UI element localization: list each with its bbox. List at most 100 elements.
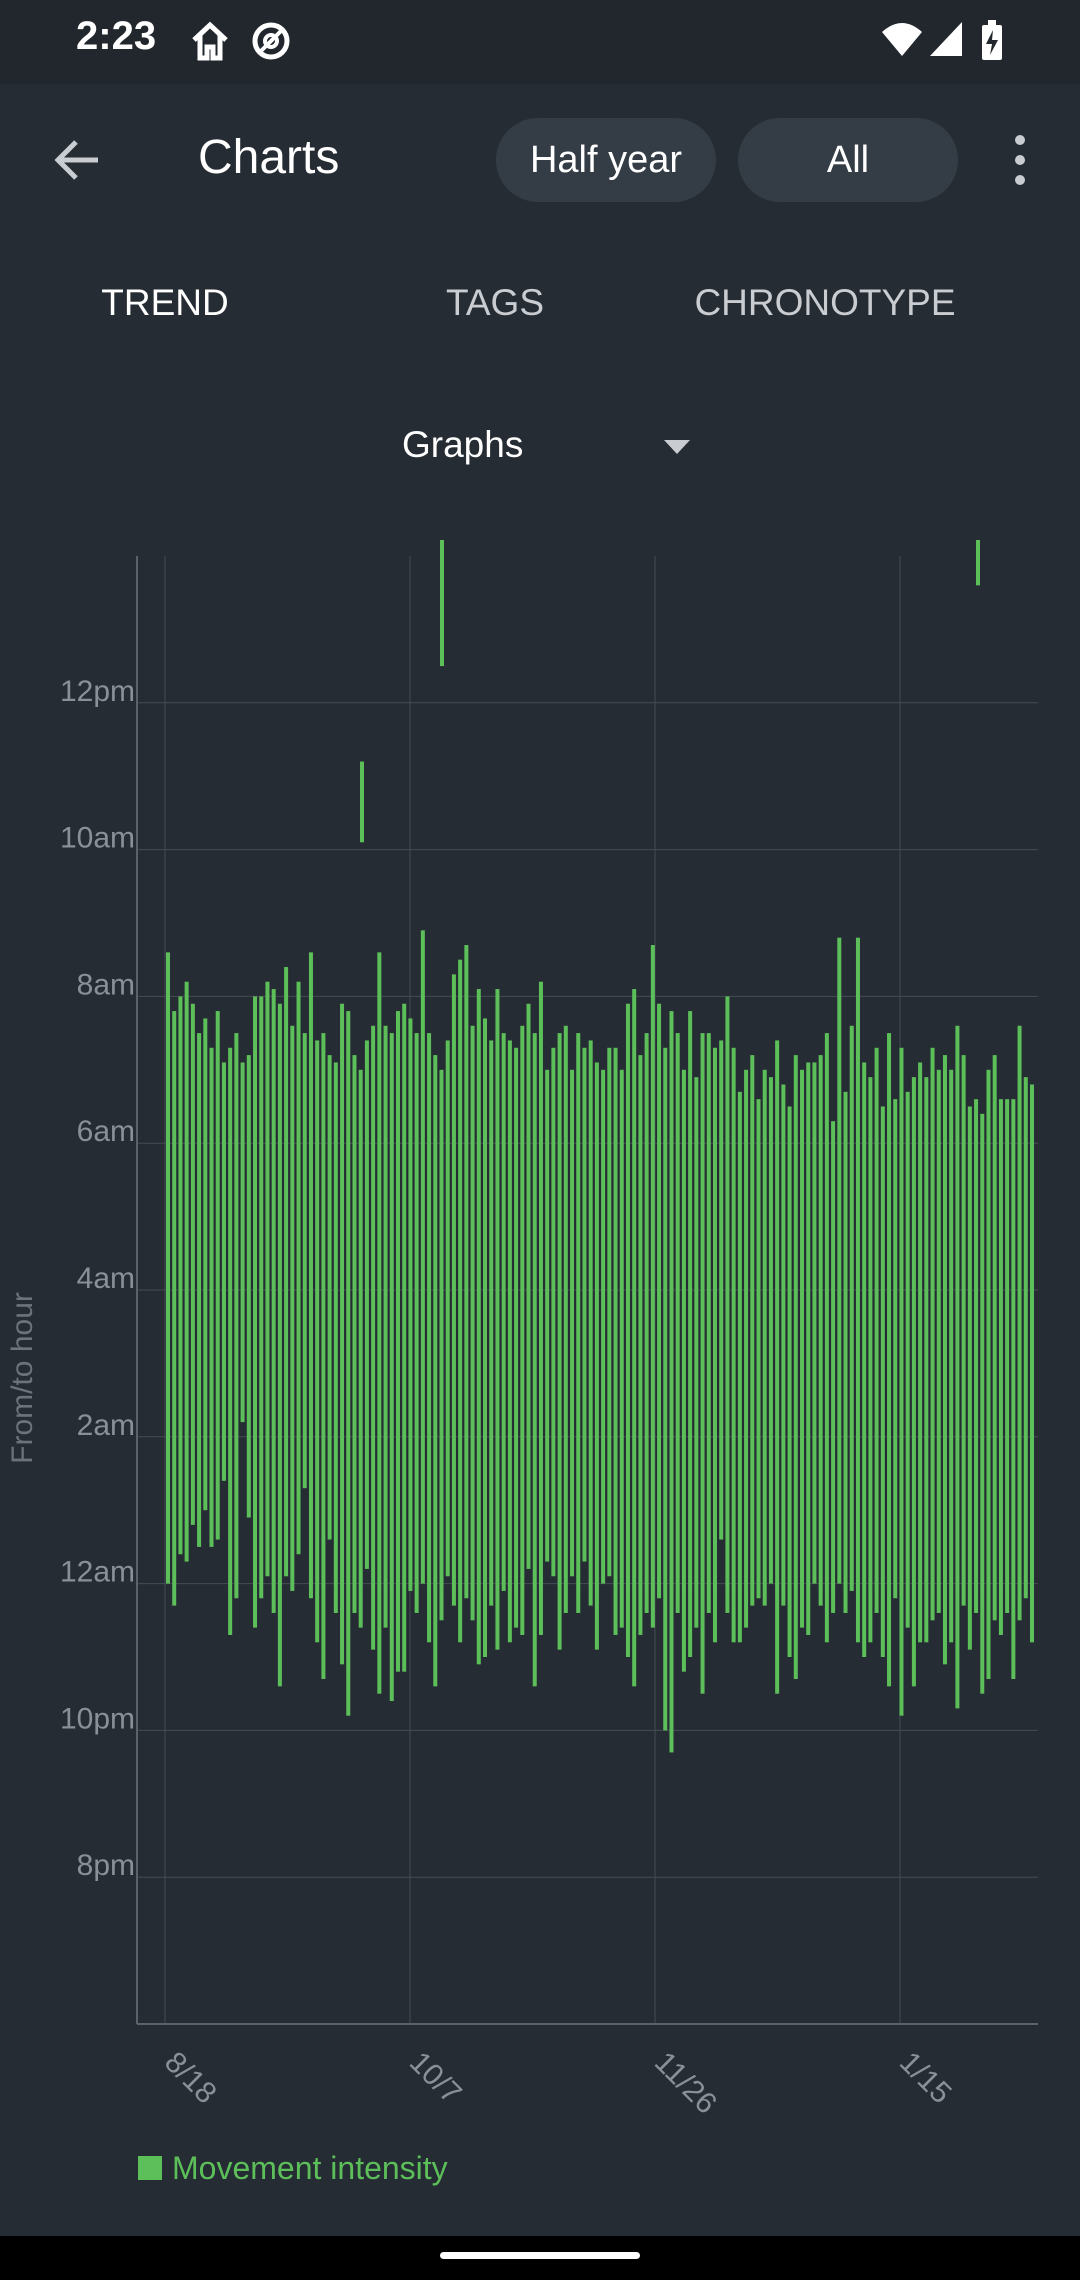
sleep-bar	[420, 930, 425, 1584]
tab-trend[interactable]: TREND	[101, 282, 229, 323]
range-chip-all[interactable]: All	[738, 118, 958, 202]
sleep-bar	[961, 1055, 966, 1606]
x-tick-label: 10/7	[403, 2046, 468, 2111]
sleep-bar	[458, 959, 463, 1643]
legend-label: Movement intensity	[172, 2150, 448, 2186]
sleep-bar	[725, 996, 730, 1613]
sleep-bar	[974, 1099, 979, 1613]
sleep-bar	[526, 1003, 531, 1569]
sleep-bar	[1017, 1025, 1022, 1621]
sleep-bar	[402, 1003, 407, 1672]
sleep-bar	[800, 1069, 805, 1628]
sleep-bar	[358, 1069, 363, 1628]
sleep-bar	[942, 1055, 947, 1665]
sleep-bar	[625, 1003, 630, 1657]
sleep-bar	[483, 1018, 488, 1657]
sleep-bar	[675, 1033, 680, 1613]
sleep-bar	[538, 981, 543, 1635]
sleep-bar	[706, 1033, 711, 1613]
sleep-bar	[712, 1047, 717, 1643]
sleep-bar	[476, 989, 481, 1665]
back-arrow-icon[interactable]	[48, 130, 108, 190]
sleep-bar	[824, 1033, 829, 1643]
graph-type-dropdown[interactable]: Graphs	[360, 410, 720, 490]
sleep-bar	[582, 1047, 587, 1562]
sleep-bar	[228, 1047, 233, 1635]
sleep-bar	[955, 1025, 960, 1709]
sleep-bar	[731, 1047, 736, 1643]
sleep-bar	[762, 1069, 767, 1606]
sleep-bar	[389, 1033, 394, 1702]
sleep-bar	[949, 1069, 954, 1643]
sleep-bar	[408, 1018, 413, 1591]
sleep-bar	[383, 1025, 388, 1628]
sleep-bar	[346, 1011, 351, 1716]
sleep-bar	[315, 1040, 320, 1643]
sleep-bar	[601, 1069, 606, 1584]
sleep-bar	[464, 945, 469, 1599]
y-tick-label: 10am	[60, 822, 135, 855]
sleep-bar	[340, 1003, 345, 1665]
tab-tags[interactable]: TAGS	[446, 282, 544, 323]
sleep-bar	[489, 1040, 494, 1606]
y-tick-label: 6am	[77, 1115, 135, 1148]
sleep-bar	[918, 1062, 923, 1643]
sleep-bar	[669, 1011, 674, 1753]
trend-chart: 8pm 10pm 12am 2am 4am 6am 8am 10am 12pm From/to h…	[6, 540, 1038, 2120]
sleep-bar	[178, 996, 183, 1555]
x-tick-label: 8/18	[158, 2046, 223, 2111]
sleep-bar	[924, 1077, 929, 1643]
signal-icon	[930, 22, 962, 56]
status-time: 2:23	[76, 14, 157, 58]
range-chip-half-year[interactable]: Half year	[496, 118, 716, 202]
sleep-bar	[1011, 1099, 1016, 1680]
sleep-bar	[445, 1040, 450, 1577]
sleep-bar	[290, 1025, 295, 1591]
sleep-bar	[277, 1003, 282, 1687]
y-tick-label: 4am	[77, 1262, 135, 1295]
sleep-bar	[234, 1033, 239, 1599]
sleep-bar	[650, 945, 655, 1628]
y-tick-label: 8pm	[77, 1849, 135, 1882]
sleep-bar	[750, 1055, 755, 1606]
dropdown-arrow-icon	[664, 440, 690, 454]
sleep-bar	[501, 1033, 506, 1591]
sleep-bar	[980, 1113, 985, 1694]
sleep-bar	[967, 1106, 972, 1650]
sleep-bar	[184, 981, 189, 1562]
tab-chronotype[interactable]: CHRONOTYPE	[694, 282, 956, 323]
no-disturb-icon	[252, 22, 290, 60]
sleep-bar	[837, 937, 842, 1584]
wifi-icon	[882, 23, 922, 56]
sleep-bar	[998, 1099, 1003, 1635]
sleep-bar	[632, 989, 637, 1687]
sleep-bar	[781, 1084, 786, 1606]
sleep-bar	[271, 989, 276, 1613]
sleep-bar	[265, 981, 270, 1577]
sleep-bar	[905, 1091, 910, 1628]
sleep-bar	[787, 1106, 792, 1657]
sleep-bar	[576, 1033, 581, 1613]
sleep-bar	[812, 1062, 817, 1584]
y-tick-label: 12pm	[60, 675, 135, 708]
sleep-bar	[831, 1121, 836, 1613]
sleep-bar	[887, 1033, 892, 1687]
sleep-bar	[899, 1047, 904, 1716]
nap-bar	[360, 761, 364, 843]
overflow-menu-icon[interactable]	[1000, 132, 1040, 188]
sleep-bar	[768, 1077, 773, 1584]
sleep-bar	[364, 1040, 369, 1569]
sleep-bar	[806, 1062, 811, 1635]
sleep-bar	[986, 1069, 991, 1680]
y-axis-title: From/to hour	[6, 1292, 39, 1464]
sleep-bar	[321, 1033, 326, 1680]
sleep-bar	[507, 1040, 512, 1643]
home-gesture-handle[interactable]	[440, 2252, 640, 2259]
sleep-bar	[520, 1025, 525, 1635]
sleep-bar	[563, 1025, 568, 1613]
sleep-bar	[495, 989, 500, 1650]
sleep-bar	[221, 1062, 226, 1481]
home-icon	[192, 21, 228, 61]
sleep-bar	[470, 1025, 475, 1621]
sleep-bar	[688, 1011, 693, 1657]
